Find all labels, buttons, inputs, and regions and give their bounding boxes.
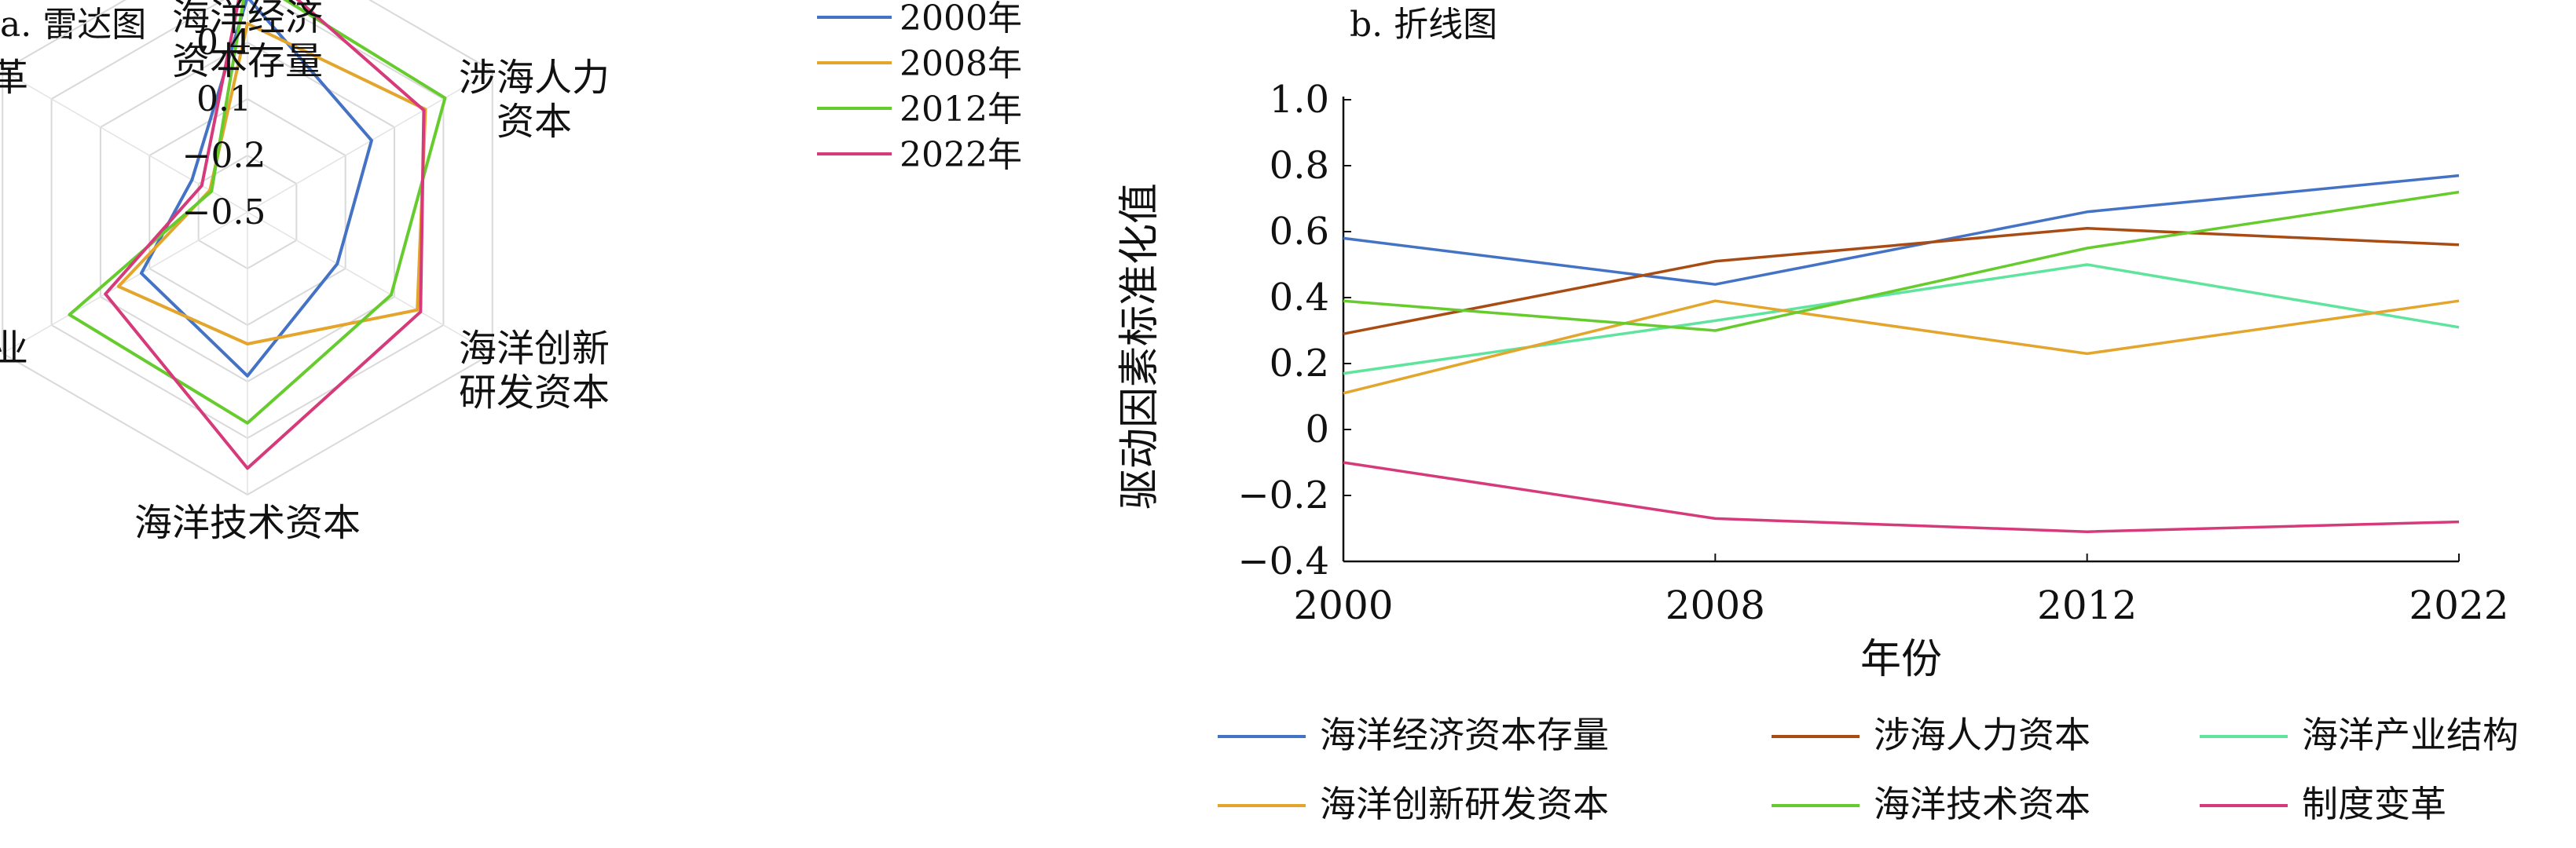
line-x-tick-label: 2008 xyxy=(1665,583,1765,628)
radar-legend-label: 2022年 xyxy=(900,135,1022,175)
line-y-tick-label: 0.8 xyxy=(1270,144,1329,188)
line-series-涉海人力资本 xyxy=(1343,227,2460,335)
line-legend-label: 海洋创新研发资本 xyxy=(1320,783,1609,825)
radar-axis-label: 海洋产业 xyxy=(0,327,28,371)
line-legend-label: 制度变革 xyxy=(2302,783,2446,825)
line-series-海洋产业结构 xyxy=(1343,263,2460,375)
line-x-tick-label: 2000 xyxy=(1293,583,1393,628)
line-legend-label: 涉海人力资本 xyxy=(1874,714,2090,756)
line-y-tick-label: 0 xyxy=(1305,408,1329,451)
radar-spoke xyxy=(2,70,248,213)
line-y-tick-label: 0.6 xyxy=(1270,210,1329,254)
radar-axis-label: 海洋技术资本 xyxy=(134,501,361,545)
radar-axis-label: 资本 xyxy=(497,100,572,144)
line-series-海洋技术资本 xyxy=(1343,190,2460,332)
radar-tick-label: 0.4 xyxy=(196,23,251,63)
line-legend-label: 海洋经济资本存量 xyxy=(1320,714,1609,756)
radar-axis-label: 海洋创新 xyxy=(459,327,610,371)
line-y-tick-label: 0.2 xyxy=(1270,342,1329,386)
line-series-海洋创新研发资本 xyxy=(1343,299,2460,395)
radar-tick-label: 0.1 xyxy=(196,79,251,119)
line-series-制度变革 xyxy=(1343,461,2460,533)
radar-series-2022年 xyxy=(104,0,426,470)
radar-axis-label: 研发资本 xyxy=(459,371,610,415)
radar-tick-label: −0.2 xyxy=(182,136,266,176)
radar-tick-label: −0.5 xyxy=(182,192,266,232)
radar-series-2008年 xyxy=(116,22,427,345)
line-y-tick-label: −0.2 xyxy=(1237,473,1329,517)
radar-tick-label: 0.7 xyxy=(196,0,251,6)
radar-axis-label: 制度变革 xyxy=(0,56,28,100)
radar-axis-label: 涉海人力 xyxy=(459,56,610,100)
radar-series-2012年 xyxy=(68,0,447,425)
radar-spoke xyxy=(2,211,248,354)
line-y-axis-title: 驱动因素标准化值 xyxy=(1116,183,1163,510)
line-y-tick-label: 1.0 xyxy=(1270,78,1329,122)
radar-legend-label: 2008年 xyxy=(900,44,1022,84)
line-series-海洋经济资本存量 xyxy=(1343,174,2460,286)
line-y-tick-label: 0.4 xyxy=(1270,276,1329,320)
radar-series-2000年 xyxy=(139,0,373,378)
line-legend-label: 海洋产业结构 xyxy=(2302,714,2519,756)
radar-axis-label: 资本存量 xyxy=(172,39,323,83)
line-x-axis-title: 年份 xyxy=(1860,636,1942,683)
radar-title: a. 雷达图 xyxy=(0,5,146,45)
radar-chart: a. 雷达图1.00.70.40.1−0.2−0.5海洋经济资本存量涉海人力资本… xyxy=(0,0,1022,545)
line-y-tick-label: −0.4 xyxy=(1237,539,1329,583)
radar-spoke xyxy=(247,211,493,354)
line-x-tick-label: 2022 xyxy=(2409,583,2508,628)
radar-legend-label: 2000年 xyxy=(900,0,1022,38)
line-title: b. 折线图 xyxy=(1350,5,1497,45)
radar-axis-label: 海洋经济 xyxy=(172,0,323,39)
radar-legend-label: 2012年 xyxy=(900,90,1022,130)
line-legend-label: 海洋技术资本 xyxy=(1874,783,2090,825)
line-x-tick-label: 2012 xyxy=(2037,583,2137,628)
